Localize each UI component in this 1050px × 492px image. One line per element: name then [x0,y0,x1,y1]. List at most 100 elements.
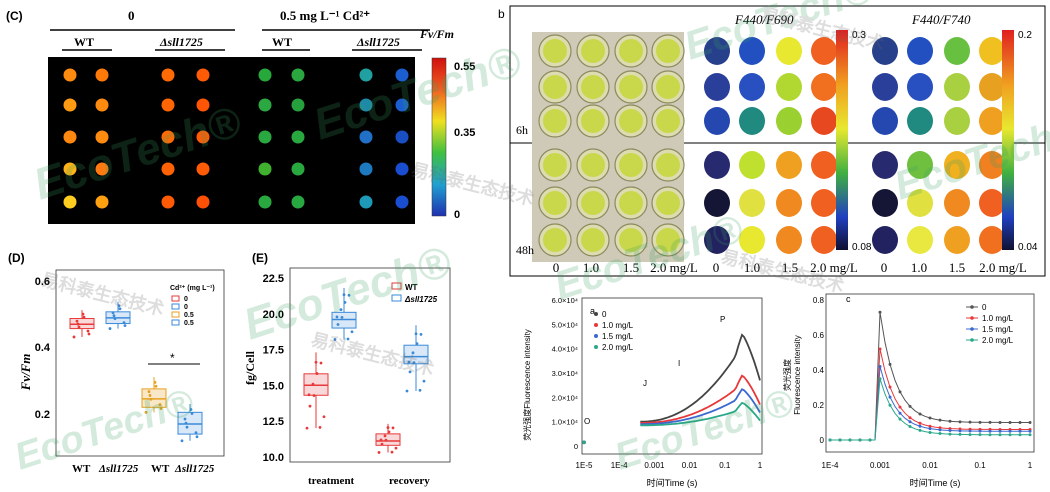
fvfm-well [395,195,409,209]
ojip-ytick: 6.0×10⁴ [552,296,578,305]
box-point [76,322,80,326]
box-point [87,332,91,336]
box-point [339,308,343,312]
box-point [386,426,390,429]
fvfm-well [95,98,109,112]
ratio-dot [704,189,730,217]
ratio-dot [979,37,1005,65]
ojip-legend-item: 1.5 mg/L [602,332,634,341]
e-xtick-1: treatment [308,475,355,487]
box-point [380,442,384,446]
box-point [158,403,162,406]
plate-well-liquid [543,75,567,99]
fvfm-well [395,162,409,176]
ratio-dot [979,226,1005,254]
box-point [122,321,126,325]
d-legend-item: 0.5 [184,312,194,319]
plate-well-liquid [581,191,605,215]
box-point [153,381,157,384]
fvfm-well [359,98,373,112]
box-point [319,361,323,365]
plate-xtick: 1.5 [623,260,639,275]
fvfm-image [48,57,415,224]
fvfm-scale-min: 0 [454,209,460,221]
d-ytick-04: 0.4 [35,342,51,354]
box-point [411,351,415,355]
box-point [183,417,187,421]
ojip-curve [640,374,761,424]
kin-point [958,420,962,424]
time-48h: 48h [516,243,534,257]
fvfm-well [161,195,175,209]
ojip-legend-marker [594,345,598,349]
ratio-dot [979,151,1005,179]
plate-well-liquid [581,39,605,63]
kin-point [928,416,932,420]
scale2-max: 0.2 [1018,30,1032,41]
kin-point [948,432,952,436]
ratio-dot [944,37,970,65]
ratio2-xtick: 1.0 [911,260,927,275]
box-point [184,421,188,425]
kin-point [1008,429,1012,433]
box-point [342,293,346,297]
ratio-dot [907,151,933,179]
e-boxplots [303,288,429,454]
fvfm-well [95,68,109,82]
kin-ytick: 0.6 [813,331,825,340]
box-point [307,393,311,397]
kin-point [998,420,1002,424]
ojip-ylabel: 荧光强度Fluorescence intensity [522,329,532,441]
fvfm-well [359,195,373,209]
kin-legend-marker [970,327,974,331]
box-point [112,314,116,318]
kin-curves [828,310,1032,442]
e-legend-swatch [391,294,402,302]
box-point [318,425,322,429]
plate-well-liquid [619,191,643,215]
e-legend: WT Δsll1725 [391,282,438,304]
ratio-dot [872,151,898,179]
ratio-dot [739,73,765,101]
box-point [408,370,412,374]
box-point [346,337,350,341]
box-point [384,438,388,442]
box-point [86,329,90,333]
plate-well-liquid [656,39,680,63]
kin-ytick: 0.4 [813,366,825,375]
kin-point [1028,429,1032,433]
kin-xtick: 1E-4 [822,461,839,470]
kin-xtick: 1 [1028,461,1033,470]
kin-legend: 0 1.0 mg/L 1.5 mg/L 2.0 mg/L [966,303,1014,345]
e-ytick: 12.5 [263,416,284,428]
box-point [340,315,344,319]
plate-wells [538,34,685,257]
box-point [159,407,163,410]
kin-point [998,433,1002,437]
ratio-dot [979,107,1005,135]
kin-point [918,421,922,425]
box-point [407,360,411,364]
kin-point [918,412,922,416]
fvfm-well [258,195,272,209]
box-point [333,338,337,341]
kin-legend-marker [970,316,974,320]
kin-point [988,429,992,433]
watermark-cn-3: 易科泰生态技术 [39,269,166,320]
ojip-ytick: 1.0×10⁴ [552,418,578,427]
box-point [195,435,199,439]
d-boxplots [69,301,203,443]
kin-point [958,432,962,436]
d-legend-swatch [171,303,180,310]
ojip-ytick: 0 [574,442,578,451]
d-ytick-02: 0.2 [35,409,50,421]
kin-point [948,419,952,423]
ratio-title-2: F440/F740 [911,12,971,27]
box-point [414,332,418,336]
e-ytick: 22.5 [263,273,284,285]
kin-ytick: 0.2 [813,401,825,410]
ratio-690-dots [704,37,837,254]
e-ytick: 17.5 [263,345,284,357]
kin-point [878,365,882,368]
d-legend: 000.50.5 [171,295,194,327]
